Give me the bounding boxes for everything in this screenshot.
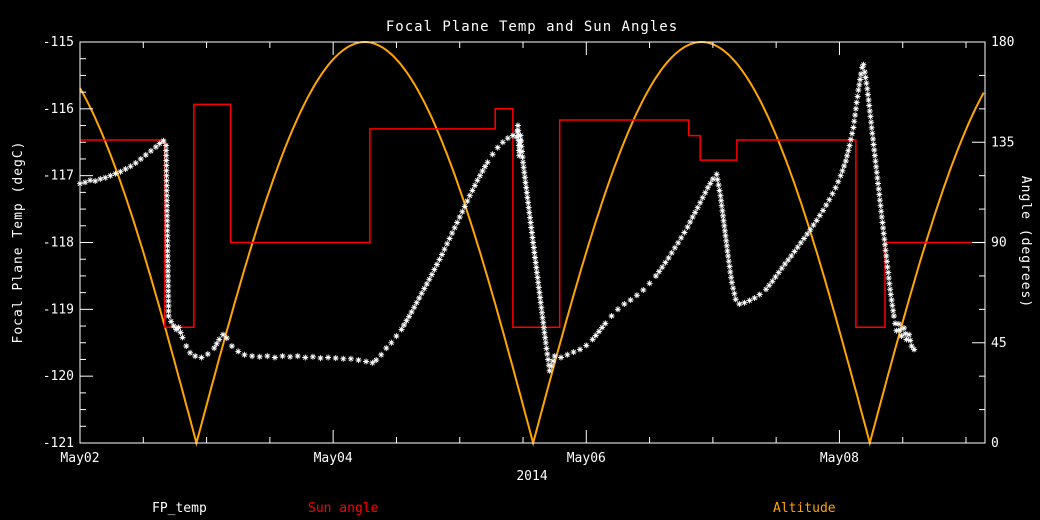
x-tick-label: May04	[314, 451, 353, 466]
legend-sun-angle: Sun angle	[308, 501, 379, 516]
y-right-tick-label: 0	[991, 436, 999, 451]
x-tick-label: May08	[820, 451, 859, 466]
y-right-axis-title: Angle (degrees)	[1018, 176, 1033, 308]
y-left-tick-label: -120	[43, 369, 74, 384]
y-left-tick-label: -115	[43, 35, 74, 50]
x-axis-year-label: 2014	[516, 469, 547, 484]
y-right-tick-label: 135	[991, 135, 1014, 150]
y-left-tick-label: -118	[43, 236, 74, 251]
x-tick-label: May06	[567, 451, 606, 466]
y-right-tick-label: 180	[991, 35, 1014, 50]
y-left-tick-label: -116	[43, 102, 74, 117]
y-left-tick-label: -119	[43, 302, 74, 317]
sun-angle-series	[80, 103, 985, 328]
y-left-tick-label: -117	[43, 169, 74, 184]
y-right-tick-label: 90	[991, 236, 1007, 251]
altitude-series	[79, 41, 985, 447]
x-tick-label: May02	[60, 451, 99, 466]
chart-title: Focal Plane Temp and Sun Angles	[386, 19, 678, 35]
plot-dynamic-layer: May02 May04 May06 May08 -115 -116 -117 -118 -119…	[43, 35, 1015, 466]
y-left-axis-title: Focal Plane Temp (degC)	[11, 140, 26, 343]
legend-altitude: Altitude	[773, 501, 836, 516]
y-right-tick-label: 45	[991, 336, 1007, 351]
legend-fp-temp: FP_temp	[152, 501, 207, 516]
y-left-tick-label: -121	[43, 436, 74, 451]
